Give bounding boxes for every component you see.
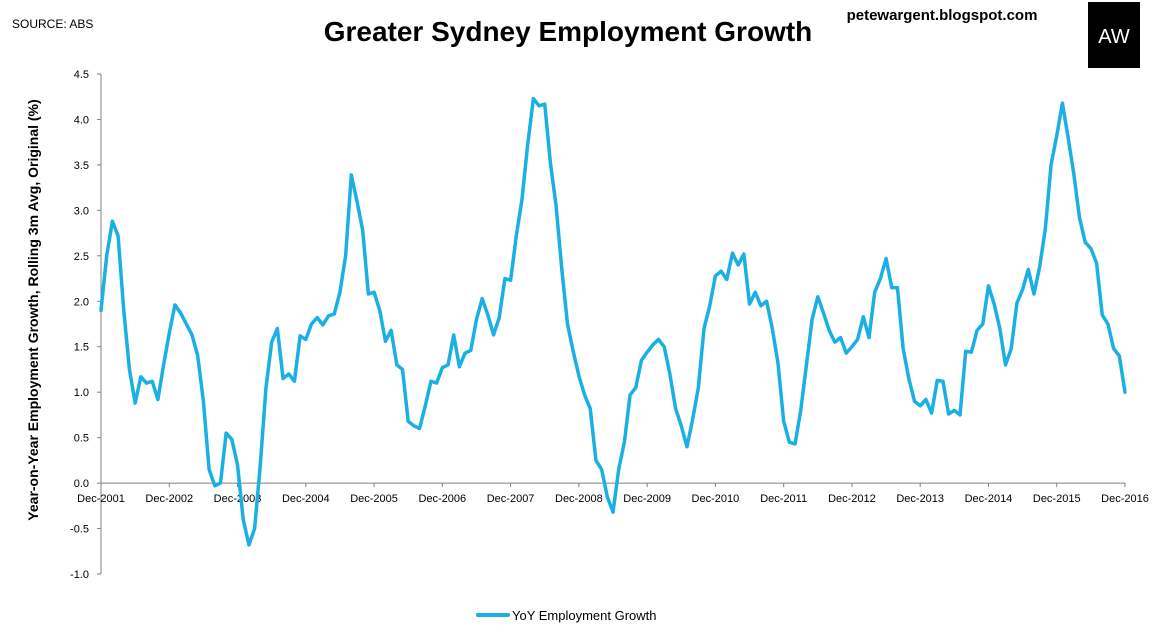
x-tick-label: Dec-2005 bbox=[350, 493, 398, 505]
y-tick-label: 2.0 bbox=[74, 296, 89, 308]
x-tick-label: Dec-2008 bbox=[555, 493, 603, 505]
series-layer bbox=[99, 96, 1127, 547]
x-tick-label: Dec-2012 bbox=[828, 493, 876, 505]
y-tick-label: 1.5 bbox=[74, 342, 89, 354]
x-tick-label: Dec-2015 bbox=[1033, 493, 1081, 505]
x-tick-label: Dec-2010 bbox=[692, 493, 740, 505]
legend-label: YoY Employment Growth bbox=[512, 608, 657, 623]
x-tick-label: Dec-2003 bbox=[214, 493, 262, 505]
chart-title: Greater Sydney Employment Growth bbox=[324, 16, 813, 47]
x-tick-label: Dec-2002 bbox=[145, 493, 193, 505]
x-tick-label: Dec-2011 bbox=[760, 493, 807, 505]
x-tick-label: Dec-2013 bbox=[896, 493, 944, 505]
y-tick-label: 2.5 bbox=[74, 251, 89, 263]
site-url: petewargent.blogspot.com bbox=[847, 7, 1038, 24]
x-tick-label: Dec-2001 bbox=[77, 493, 125, 505]
y-tick-label: -1.0 bbox=[70, 569, 89, 581]
y-tick-label: 0.5 bbox=[74, 433, 89, 445]
y-axis: -1.0 -0.5 0.0 0.5 1.0 1.5 2.0 2.5 3.0 3.5 4.0 4.5 bbox=[70, 69, 101, 581]
y-tick-label: -0.5 bbox=[70, 524, 89, 536]
series-line-yoy-employment-growth bbox=[99, 96, 1127, 547]
y-tick-label: 4.5 bbox=[74, 69, 89, 81]
x-tick-label: Dec-2006 bbox=[418, 493, 466, 505]
source-label: SOURCE: ABS bbox=[12, 17, 93, 31]
aw-logo-text: AW bbox=[1098, 26, 1130, 48]
x-tick-label: Dec-2007 bbox=[487, 493, 535, 505]
aw-logo: AW bbox=[1088, 2, 1140, 68]
y-tick-label: 4.0 bbox=[74, 114, 89, 126]
y-tick-label: 1.0 bbox=[74, 387, 89, 399]
x-tick-label: Dec-2009 bbox=[623, 493, 671, 505]
y-axis-label: Year-on-Year Employment Growth, Rolling … bbox=[25, 99, 41, 520]
y-tick-label: 3.5 bbox=[74, 160, 89, 172]
legend: YoY Employment Growth bbox=[476, 608, 657, 623]
x-tick-label: Dec-2004 bbox=[282, 493, 330, 505]
y-tick-label: 0.0 bbox=[74, 478, 89, 490]
y-tick-label: 3.0 bbox=[74, 205, 89, 217]
x-axis: Dec-2001 Dec-2002 Dec-2003 Dec-2004 Dec-2005… bbox=[77, 483, 1149, 505]
x-tick-label: Dec-2014 bbox=[965, 493, 1013, 505]
x-tick-label: Dec-2016 bbox=[1101, 493, 1149, 505]
